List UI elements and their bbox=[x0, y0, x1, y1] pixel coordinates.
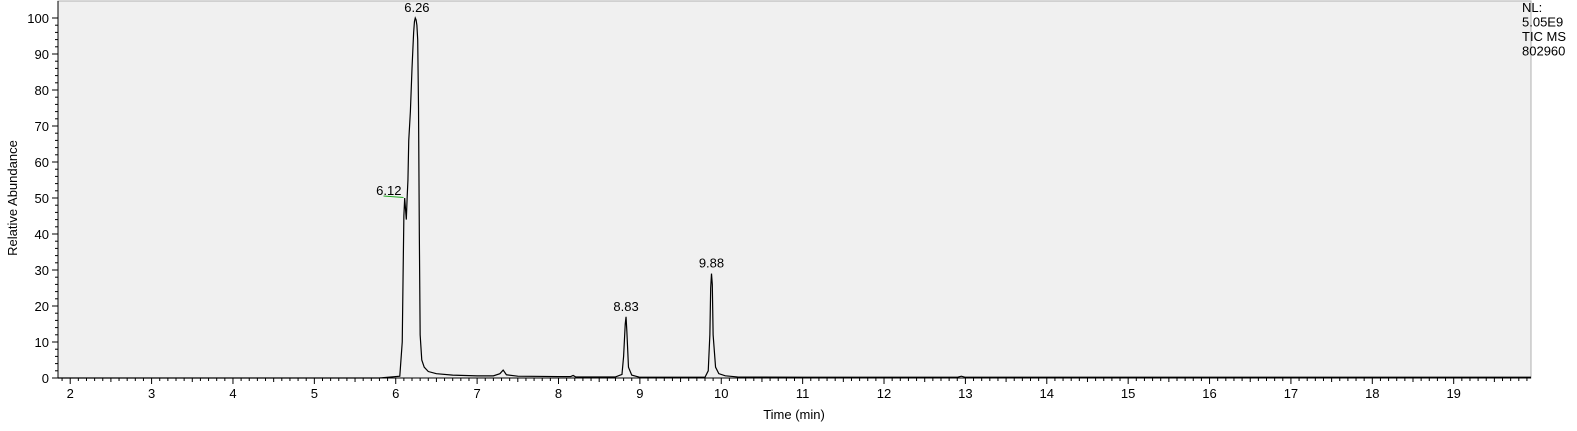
x-tick-label: 8 bbox=[555, 386, 562, 401]
x-tick-label: 16 bbox=[1202, 386, 1216, 401]
peak-baseline-marker bbox=[383, 195, 404, 198]
x-tick-label: 5 bbox=[311, 386, 318, 401]
info-line: 5.05E9 bbox=[1522, 15, 1563, 30]
x-tick-label: 4 bbox=[229, 386, 236, 401]
y-tick-label: 0 bbox=[42, 371, 49, 386]
info-line: 802960 bbox=[1522, 44, 1565, 59]
y-tick-label: 70 bbox=[35, 119, 49, 134]
plot-area-background bbox=[57, 0, 1532, 379]
y-axis: 0 10 20 30 40 50 60 70 80 90 100 bbox=[27, 1, 59, 386]
x-tick-label: 11 bbox=[796, 386, 810, 401]
y-axis-title: Relative Abundance bbox=[5, 140, 20, 256]
x-tick-label: 3 bbox=[148, 386, 155, 401]
y-tick-label: 80 bbox=[35, 83, 49, 98]
tic-trace bbox=[58, 16, 1531, 379]
x-tick-label: 2 bbox=[67, 386, 74, 401]
peak-label: 8.83 bbox=[613, 299, 638, 314]
y-tick-label: 40 bbox=[35, 227, 49, 242]
x-tick-label: 19 bbox=[1446, 386, 1460, 401]
y-tick-label: 20 bbox=[35, 299, 49, 314]
peak-labels: 6.26 6.12 8.83 9.88 bbox=[376, 0, 724, 314]
y-tick-label: 30 bbox=[35, 263, 49, 278]
x-tick-label: 14 bbox=[1040, 386, 1054, 401]
x-tick-label: 13 bbox=[958, 386, 972, 401]
x-tick-label: 12 bbox=[877, 386, 891, 401]
x-tick-label: 17 bbox=[1284, 386, 1298, 401]
x-axis: 2 3 4 5 6 7 8 9 10 11 12 13 14 15 16 17 18 19 bbox=[58, 377, 1531, 401]
x-tick-label: 9 bbox=[636, 386, 643, 401]
x-tick-label: 15 bbox=[1121, 386, 1135, 401]
x-axis-title: Time (min) bbox=[763, 407, 825, 422]
y-tick-label: 50 bbox=[35, 191, 49, 206]
x-tick-label: 10 bbox=[714, 386, 728, 401]
peak-label: 6.12 bbox=[376, 183, 401, 198]
y-tick-label: 60 bbox=[35, 155, 49, 170]
info-line: NL: bbox=[1522, 0, 1542, 15]
y-tick-label: 90 bbox=[35, 47, 49, 62]
y-tick-label: 100 bbox=[27, 11, 49, 26]
x-tick-label: 7 bbox=[473, 386, 480, 401]
x-tick-label: 6 bbox=[392, 386, 399, 401]
peak-label: 6.26 bbox=[404, 0, 429, 15]
x-tick-label: 18 bbox=[1365, 386, 1379, 401]
peak-label: 9.88 bbox=[699, 256, 724, 271]
info-line: TIC MS bbox=[1522, 29, 1566, 44]
y-tick-label: 10 bbox=[35, 335, 49, 350]
